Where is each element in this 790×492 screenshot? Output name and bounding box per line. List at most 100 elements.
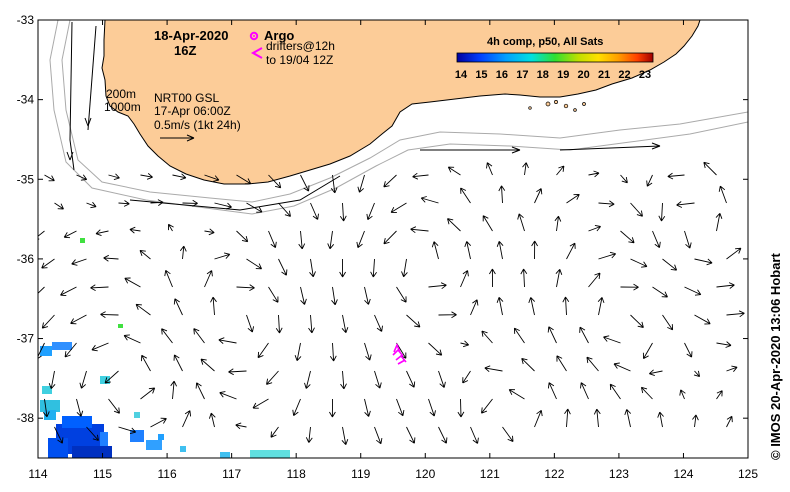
current-arrow [460,270,469,288]
current-arrow [71,258,87,266]
current-arrow [684,286,702,296]
current-arrow [41,314,55,329]
current-arrow [692,414,699,428]
current-arrow [218,337,237,344]
current-arrow [684,230,692,249]
current-arrow [60,286,77,297]
current-arrow [54,426,64,444]
current-arrow [703,161,717,176]
x-tick-label: 120 [415,467,435,481]
current-arrow [588,224,601,232]
current-arrow [193,328,205,344]
current-arrow [431,241,439,260]
current-arrow [246,314,255,333]
current-arrow [481,330,493,344]
current-arrow [498,185,506,204]
current-arrow [340,370,347,390]
current-arrow [341,426,349,445]
gsl-source-label: NRT00 GSL [154,91,219,105]
current-arrow [579,326,589,344]
current-arrow [652,286,668,298]
current-arrow [383,174,397,188]
current-arrow [172,173,187,181]
current-arrow [412,172,429,180]
current-arrow [662,314,674,331]
current-arrow [630,258,648,268]
current-arrow [86,201,97,209]
current-arrow [401,258,408,278]
current-arrow [646,174,653,187]
current-arrow [447,218,461,232]
y-tick-label: -35 [17,172,35,186]
current-arrow [438,311,457,319]
current-arrow [118,426,137,435]
x-tick-label: 122 [544,467,564,481]
current-arrow [236,230,249,243]
x-tick-label: 117 [222,467,241,481]
current-arrow [339,258,346,278]
current-arrow [139,249,151,260]
current-arrow [76,174,88,181]
colorbar-tick-label: 23 [639,69,651,81]
current-arrow [76,398,84,417]
y-tick-label: -36 [17,252,35,266]
colorbar-tick-label: 17 [516,69,528,81]
current-arrow [356,230,365,249]
current-arrow [528,297,536,316]
y-tick-label: -33 [17,13,35,27]
current-arrow [556,165,565,176]
x-tick-label: 115 [93,467,112,481]
current-arrow [396,286,407,303]
current-arrow [219,391,237,400]
current-arrow [118,200,130,207]
current-arrow [406,426,416,444]
current-arrow [195,382,205,400]
current-arrow [496,241,504,260]
current-arrow [90,284,109,291]
current-arrow [564,408,571,428]
current-arrow [521,357,535,372]
current-arrow [278,258,288,276]
current-arrow [104,370,119,384]
current-arrow [517,213,525,232]
current-arrow [374,370,382,389]
island [545,101,551,107]
current-arrow [86,426,99,441]
x-tick-label: 121 [480,467,500,481]
current-arrow [716,282,735,289]
current-arrow [309,258,316,278]
current-arrow [124,277,141,288]
colorbar-title: 4h comp, p50, All Sats [487,36,603,48]
current-arrow [620,174,628,184]
current-arrow [370,258,377,278]
x-tick-label: 118 [287,467,306,481]
scale-arrow-icon [160,134,195,142]
y-axis: -33 -34 -35 -36 -37 -38 [17,13,748,425]
colorbar-tick-label: 15 [475,69,487,81]
isobath-1000m [49,20,748,215]
drifters-period-label: to 19/04 12Z [266,53,333,67]
current-arrow [170,380,178,400]
isobath-200m [61,20,748,203]
current-arrow [662,258,678,271]
current-arrow [390,202,407,213]
current-arrow [270,426,279,438]
colorbar-tick-label: 14 [455,69,468,81]
current-arrow [534,409,543,428]
current-arrow [305,426,313,443]
current-arrow [520,268,528,288]
current-arrow [609,383,621,400]
colorbar-tick-label: 20 [578,69,590,81]
current-arrow [268,174,282,189]
current-arrow [44,174,55,182]
current-arrow [396,398,405,417]
current-arrow [555,269,563,288]
current-vector-field [38,161,745,445]
current-arrow [679,389,686,400]
current-arrow [38,342,45,359]
current-arrow [652,230,661,248]
current-arrow [460,187,471,204]
current-arrow [597,297,605,316]
island [563,103,569,109]
current-arrow [79,370,87,389]
